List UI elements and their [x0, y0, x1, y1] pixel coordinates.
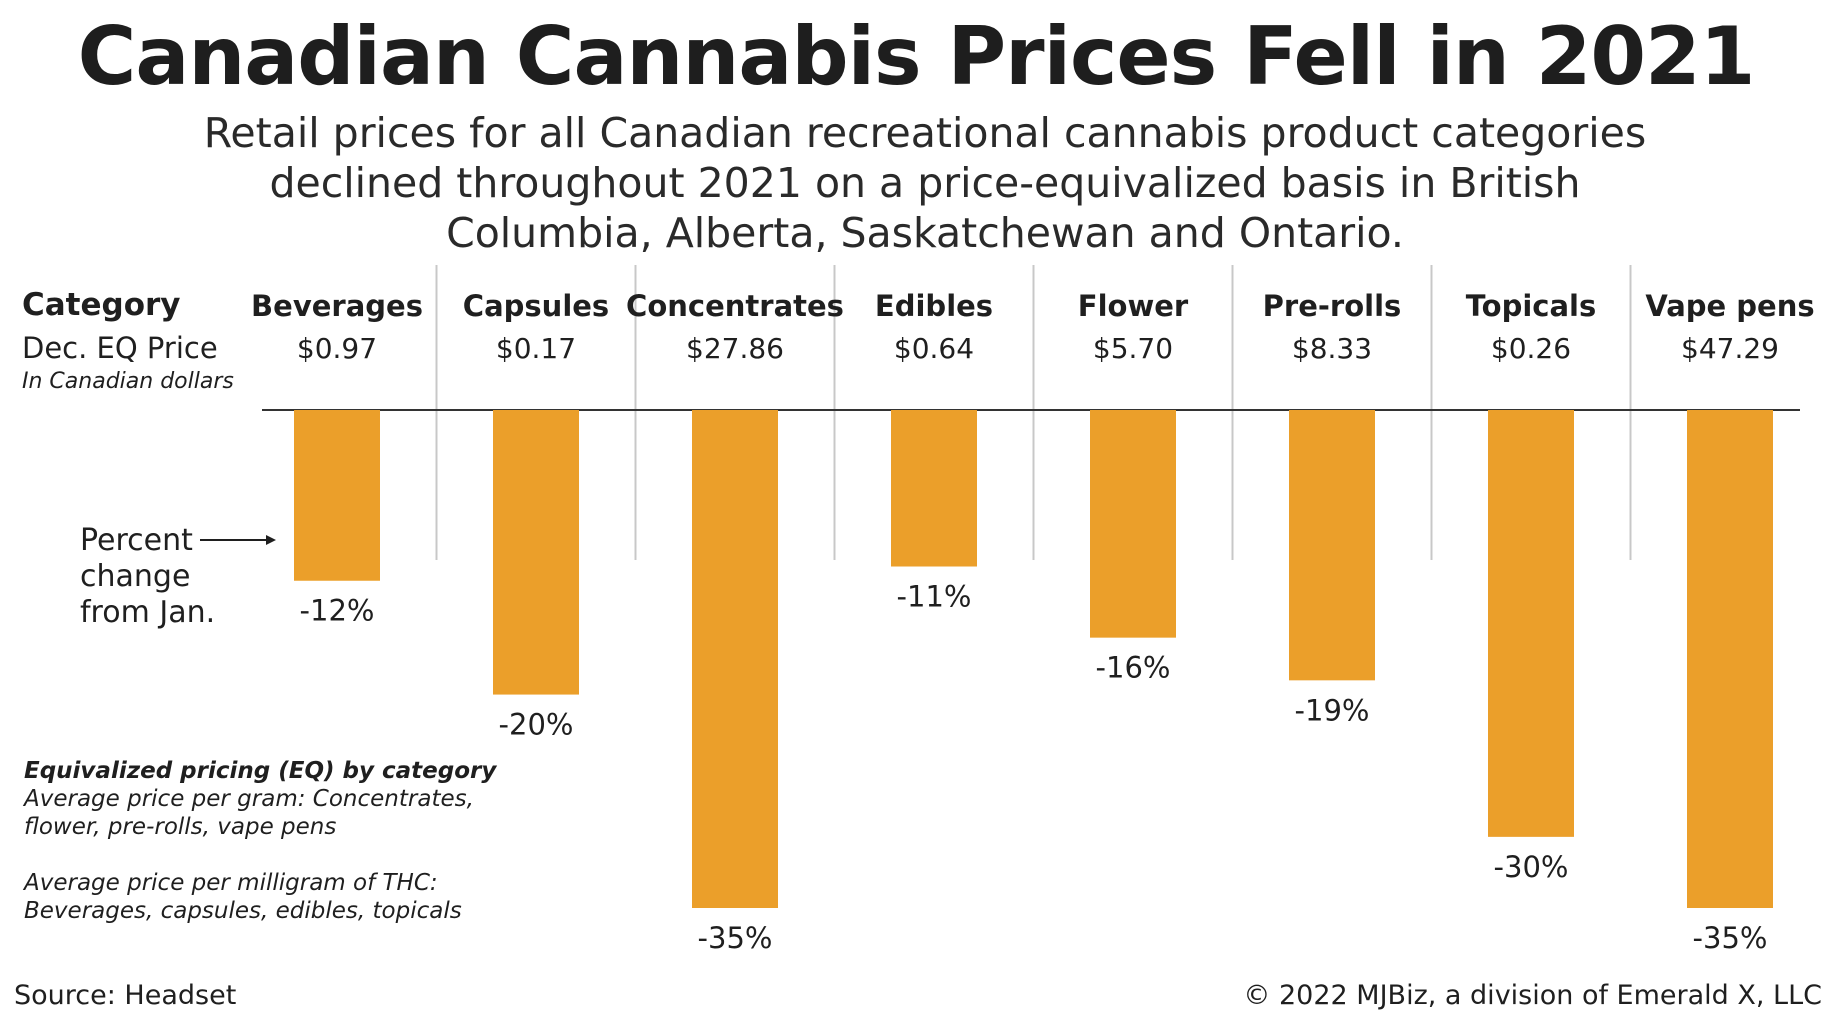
price-label: $5.70 — [1093, 332, 1173, 365]
source-text: Source: Headset — [14, 980, 237, 1011]
note-per-mg-line1: Average price per milligram of THC: — [24, 870, 438, 896]
value-label: -19% — [1295, 693, 1370, 727]
category-label: Pre-rolls — [1263, 289, 1402, 323]
category-label: Topicals — [1466, 289, 1597, 323]
bar-concentrates — [692, 410, 778, 908]
note-per-gram-line2: flower, pre-rolls, vape pens — [24, 814, 337, 840]
bar-beverages — [294, 410, 380, 581]
price-label: $27.86 — [686, 332, 784, 365]
price-header: Dec. EQ Price — [22, 331, 218, 365]
credit-text: © 2022 MJBiz, a division of Emerald X, L… — [1243, 980, 1822, 1011]
value-label: -35% — [1693, 921, 1768, 955]
percent-label-line2: change — [80, 559, 191, 594]
category-label: Beverages — [251, 289, 423, 323]
chart-subtitle: Retail prices for all Canadian recreatio… — [203, 109, 1647, 257]
percent-label-line3: from Jan. — [80, 595, 216, 630]
value-label: -11% — [897, 580, 972, 614]
pointer-arrow-icon — [200, 535, 276, 545]
price-label: $0.17 — [496, 332, 576, 365]
bar-topicals — [1488, 410, 1574, 837]
bar-pre-rolls — [1289, 410, 1375, 681]
bar-edibles — [891, 410, 977, 567]
value-label: -16% — [1096, 651, 1171, 685]
note-per-mg-line2: Beverages, capsules, edibles, topicals — [24, 898, 462, 924]
category-label: Edibles — [875, 289, 993, 323]
price-label: $0.97 — [297, 332, 377, 365]
eq-pricing-note: Equivalized pricing (EQ) by category Ave… — [24, 757, 496, 925]
value-label: -30% — [1494, 850, 1569, 884]
chart-title: Canadian Cannabis Prices Fell in 2021 — [77, 10, 1756, 103]
percent-change-label: Percent change from Jan. — [80, 523, 215, 631]
row-header-legend: Category Dec. EQ Price In Canadian dolla… — [22, 287, 234, 394]
currency-note: In Canadian dollars — [22, 369, 234, 394]
value-label: -12% — [300, 594, 375, 628]
category-header: Category — [22, 287, 181, 323]
bar-flower — [1090, 410, 1176, 638]
category-label: Capsules — [463, 289, 609, 323]
category-label: Vape pens — [1645, 289, 1814, 323]
price-label: $0.26 — [1491, 332, 1571, 365]
note-heading: Equivalized pricing (EQ) by category — [24, 758, 497, 784]
value-label: -35% — [698, 921, 773, 955]
bar-capsules — [493, 410, 579, 695]
note-per-gram-line1: Average price per gram: Concentrates, — [24, 786, 474, 812]
percent-label-line1: Percent — [80, 523, 193, 558]
category-label: Flower — [1078, 289, 1189, 323]
price-label: $0.64 — [894, 332, 974, 365]
value-label: -20% — [499, 708, 574, 742]
price-label: $8.33 — [1292, 332, 1372, 365]
category-label: Concentrates — [626, 289, 844, 323]
bar-vape-pens — [1687, 410, 1773, 908]
price-label: $47.29 — [1681, 332, 1779, 365]
